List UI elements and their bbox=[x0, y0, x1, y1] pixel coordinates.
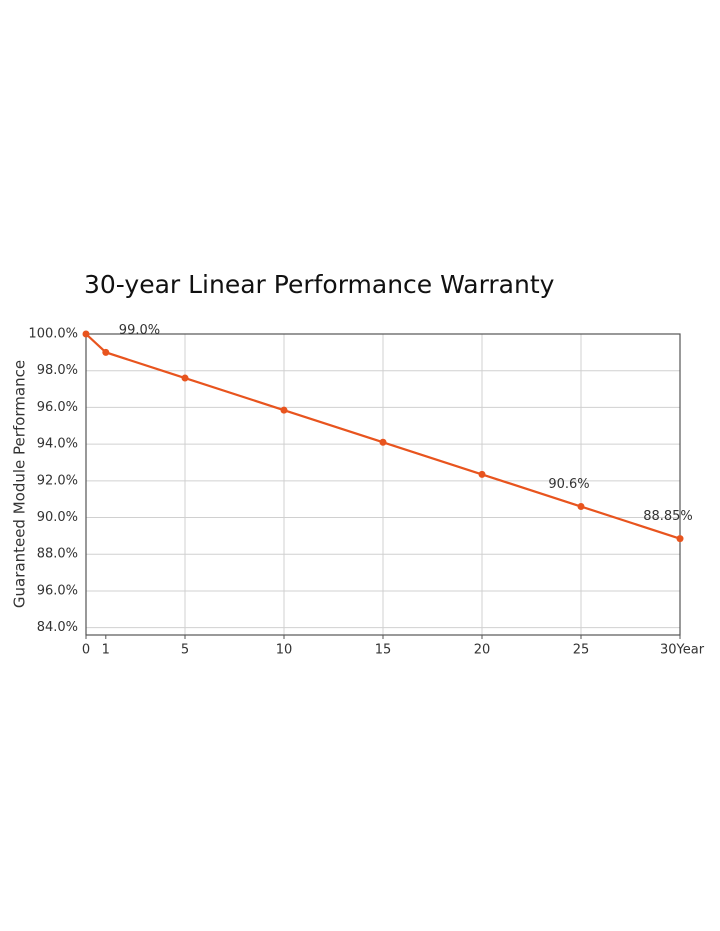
data-point bbox=[102, 348, 110, 356]
chart-title: 30-year Linear Performance Warranty bbox=[84, 270, 555, 299]
x-tick-label: 0 bbox=[82, 643, 90, 658]
data-point bbox=[676, 535, 684, 543]
x-tick-label: 25 bbox=[573, 643, 590, 658]
y-tick-label: 88.0% bbox=[37, 547, 78, 562]
y-tick-label: 96.0% bbox=[37, 583, 78, 598]
y-tick-label: 100.0% bbox=[28, 327, 78, 342]
data-point bbox=[181, 374, 189, 382]
x-tick-label: 30Year bbox=[660, 643, 705, 658]
data-label: 90.6% bbox=[548, 477, 589, 492]
y-tick-label: 94.0% bbox=[37, 437, 78, 452]
x-tick-label: 15 bbox=[375, 643, 392, 658]
data-point bbox=[82, 330, 90, 338]
data-point bbox=[577, 503, 585, 511]
data-label: 88.85% bbox=[643, 509, 693, 524]
plot-frame bbox=[85, 333, 681, 636]
y-tick-label: 96.0% bbox=[37, 400, 78, 415]
data-point bbox=[478, 470, 486, 478]
x-tick-label: 5 bbox=[181, 643, 189, 658]
y-tick-label: 92.0% bbox=[37, 473, 78, 488]
y-tick-label: 84.0% bbox=[37, 620, 78, 635]
data-point bbox=[280, 406, 288, 414]
y-axis-label: Guaranteed Module Performance bbox=[11, 360, 29, 608]
x-tick-label: 20 bbox=[474, 643, 491, 658]
series-line bbox=[85, 333, 681, 540]
x-tick-label: 1 bbox=[102, 643, 110, 658]
y-tick-label: 90.0% bbox=[37, 510, 78, 525]
x-tick-label: 10 bbox=[276, 643, 293, 658]
data-label: 99.0% bbox=[119, 323, 160, 338]
data-point bbox=[379, 438, 387, 446]
y-tick-label: 98.0% bbox=[37, 363, 78, 378]
